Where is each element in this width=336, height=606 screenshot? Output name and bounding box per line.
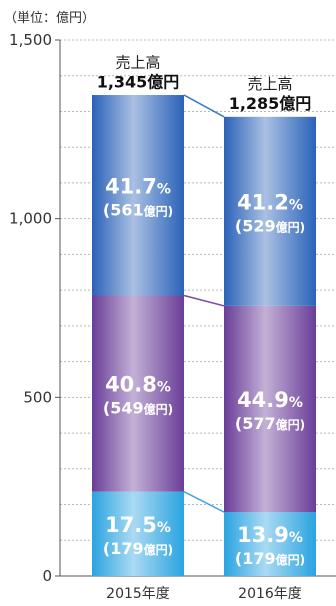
x-category-label: 2015年度 bbox=[106, 586, 170, 602]
amount-label: (577億円) bbox=[235, 414, 305, 433]
x-axis-labels: 2015年度 2016年度 bbox=[106, 586, 302, 602]
connector-lines bbox=[183, 94, 225, 513]
y-tick-label: 1,500 bbox=[9, 31, 52, 49]
connector-line bbox=[183, 491, 225, 513]
bar-segment bbox=[92, 95, 184, 296]
y-tick-label: 0 bbox=[42, 567, 52, 585]
total-label: 売上高 bbox=[247, 75, 292, 93]
y-axis-unit-label: （単位：億円） bbox=[4, 10, 95, 26]
amount-label: (179億円) bbox=[235, 549, 305, 568]
connector-line bbox=[183, 94, 225, 118]
amount-label: (561億円) bbox=[103, 200, 173, 219]
percent-label: 41.7% bbox=[105, 174, 171, 198]
x-category-label: 2016年度 bbox=[238, 586, 302, 602]
percent-label: 44.9% bbox=[237, 388, 303, 412]
connector-line bbox=[183, 294, 225, 307]
y-tick-label: 1,000 bbox=[9, 210, 52, 228]
amount-label: (529億円) bbox=[235, 216, 305, 235]
y-axis-ticks: 0 500 1,000 1,500 bbox=[9, 31, 60, 585]
percent-label: 41.2% bbox=[237, 190, 303, 214]
percent-label: 40.8% bbox=[105, 373, 171, 397]
percent-label: 17.5% bbox=[105, 513, 171, 537]
bar-segment bbox=[224, 305, 316, 513]
data-labels: 17.5%(179億円)40.8%(549億円)41.7%(561億円)売上高1… bbox=[97, 53, 312, 568]
bar-segment bbox=[92, 491, 184, 576]
amount-label: (549億円) bbox=[103, 399, 173, 418]
percent-label: 13.9% bbox=[237, 523, 303, 547]
bar-segment bbox=[224, 512, 316, 576]
bar-segment bbox=[92, 295, 184, 492]
total-value-label: 1,345億円 bbox=[97, 72, 180, 91]
total-label: 売上高 bbox=[115, 53, 160, 71]
amount-label: (179億円) bbox=[103, 539, 173, 558]
bar-segment bbox=[224, 116, 316, 306]
total-value-label: 1,285億円 bbox=[229, 94, 312, 113]
y-tick-label: 500 bbox=[23, 388, 52, 406]
bars bbox=[92, 95, 316, 576]
